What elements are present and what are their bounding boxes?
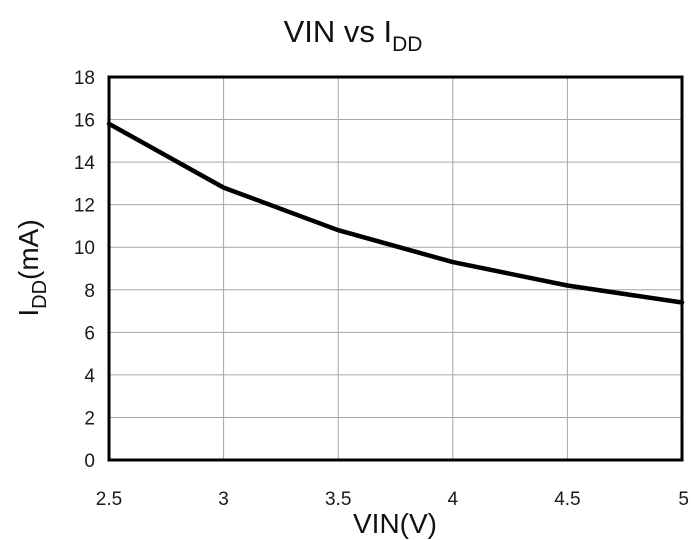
chart-title-subscript: DD xyxy=(392,33,422,56)
y-tick-label: 4 xyxy=(84,366,95,387)
y-axis-label-suffix: (mA) xyxy=(13,219,44,280)
y-axis-label: IDD(mA) xyxy=(13,219,51,316)
plot-frame xyxy=(107,75,684,462)
y-axis-ticks: 0 2 4 6 8 10 12 14 16 18 xyxy=(74,68,96,472)
chart-title: VIN vs IDD xyxy=(284,14,423,56)
x-tick-label: 4 xyxy=(448,489,459,510)
y-axis-label-subscript: DD xyxy=(29,280,51,309)
y-tick-label: 18 xyxy=(74,68,95,89)
x-tick-label: 5 xyxy=(678,489,689,510)
series-line xyxy=(106,121,685,305)
y-tick-label: 8 xyxy=(84,281,95,302)
x-tick-label: 2.5 xyxy=(96,489,122,510)
x-tick-label: 4.5 xyxy=(554,489,580,510)
x-axis-ticks: 2.5 3 3.5 4 4.5 5 xyxy=(96,489,689,510)
chart-title-main: VIN vs I xyxy=(284,14,393,49)
y-tick-label: 10 xyxy=(74,238,95,259)
y-axis-label-main: I xyxy=(13,309,44,317)
y-tick-label: 14 xyxy=(74,153,96,174)
y-tick-label: 6 xyxy=(84,323,95,344)
x-tick-label: 3.5 xyxy=(325,489,351,510)
x-tick-label: 3 xyxy=(218,489,229,510)
y-tick-label: 2 xyxy=(84,408,95,429)
grid-lines xyxy=(108,76,683,461)
y-tick-label: 12 xyxy=(74,196,95,217)
y-tick-label: 16 xyxy=(74,111,95,132)
y-tick-label: 0 xyxy=(84,451,95,472)
x-axis-label: VIN(V) xyxy=(353,508,437,539)
